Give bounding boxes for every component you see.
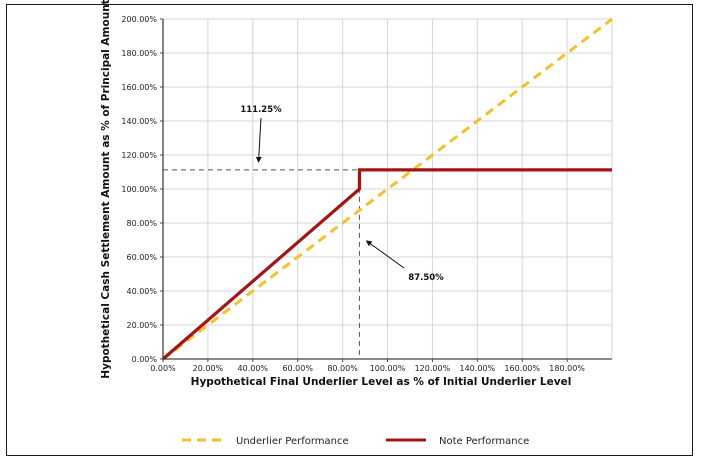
- gridlines: [163, 19, 612, 359]
- x-tick-label: 120.00%: [415, 364, 451, 373]
- annotation-label-cap: 111.25%: [240, 105, 282, 115]
- y-tick-label: 80.00%: [126, 219, 157, 228]
- y-tick-label: 40.00%: [126, 287, 157, 296]
- x-tick-label: 140.00%: [460, 364, 496, 373]
- x-tick-label: 160.00%: [504, 364, 540, 373]
- y-tick-label: 180.00%: [121, 49, 157, 58]
- y-axis-title: Hypothetical Cash Settlement Amount as %…: [100, 0, 112, 379]
- y-tick-label: 200.00%: [121, 15, 157, 24]
- x-tick-label: 20.00%: [193, 364, 224, 373]
- reference-lines: [163, 170, 359, 359]
- y-tick-label: 20.00%: [126, 321, 157, 330]
- legend: Underlier Performance Note Performance: [182, 436, 529, 447]
- y-tick-label: 100.00%: [121, 185, 157, 194]
- legend-label-underlier: Underlier Performance: [236, 436, 349, 447]
- annotation-arrow-threshold: [367, 241, 404, 268]
- x-tick-label: 180.00%: [549, 364, 585, 373]
- legend-label-note: Note Performance: [439, 436, 529, 447]
- y-tick-label: 120.00%: [121, 151, 157, 160]
- x-tick-label: 0.00%: [150, 364, 176, 373]
- x-tick-label: 60.00%: [282, 364, 313, 373]
- x-tick-label: 80.00%: [327, 364, 358, 373]
- y-tick-label: 140.00%: [121, 117, 157, 126]
- x-axis-title: Hypothetical Final Underlier Level as % …: [191, 376, 572, 388]
- annotation-label-threshold: 87.50%: [408, 273, 444, 283]
- x-tick-label: 100.00%: [370, 364, 406, 373]
- y-tick-label: 60.00%: [126, 253, 157, 262]
- x-tick-label: 40.00%: [238, 364, 269, 373]
- y-tick-label: 160.00%: [121, 83, 157, 92]
- y-tick-label: 0.00%: [132, 355, 158, 364]
